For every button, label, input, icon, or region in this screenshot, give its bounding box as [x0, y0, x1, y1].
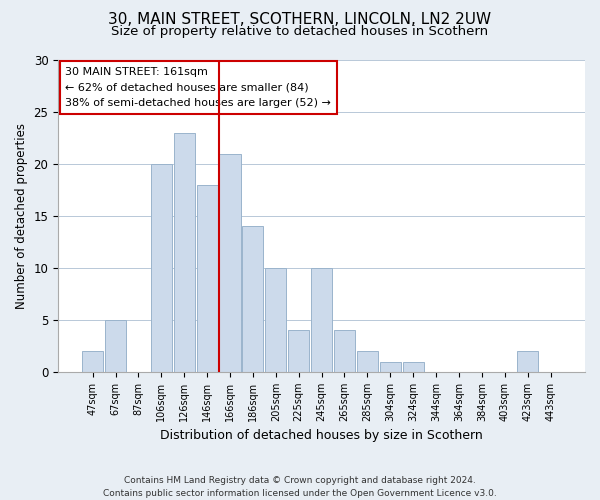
Bar [242, 226, 263, 372]
Text: Contains HM Land Registry data © Crown copyright and database right 2024.
Contai: Contains HM Land Registry data © Crown c… [103, 476, 497, 498]
Bar [311, 268, 332, 372]
Bar [105, 320, 126, 372]
Bar [151, 164, 172, 372]
X-axis label: Distribution of detached houses by size in Scothern: Distribution of detached houses by size … [160, 430, 483, 442]
Bar [220, 154, 241, 372]
Bar [265, 268, 286, 372]
Bar [288, 330, 309, 372]
Y-axis label: Number of detached properties: Number of detached properties [15, 123, 28, 309]
Bar [82, 351, 103, 372]
Bar [403, 362, 424, 372]
Bar [197, 185, 218, 372]
Text: 30, MAIN STREET, SCOTHERN, LINCOLN, LN2 2UW: 30, MAIN STREET, SCOTHERN, LINCOLN, LN2 … [109, 12, 491, 28]
Bar [173, 133, 195, 372]
Bar [380, 362, 401, 372]
Text: 30 MAIN STREET: 161sqm
← 62% of detached houses are smaller (84)
38% of semi-det: 30 MAIN STREET: 161sqm ← 62% of detached… [65, 67, 331, 108]
Text: Size of property relative to detached houses in Scothern: Size of property relative to detached ho… [112, 25, 488, 38]
Bar [517, 351, 538, 372]
Bar [357, 351, 378, 372]
Bar [334, 330, 355, 372]
